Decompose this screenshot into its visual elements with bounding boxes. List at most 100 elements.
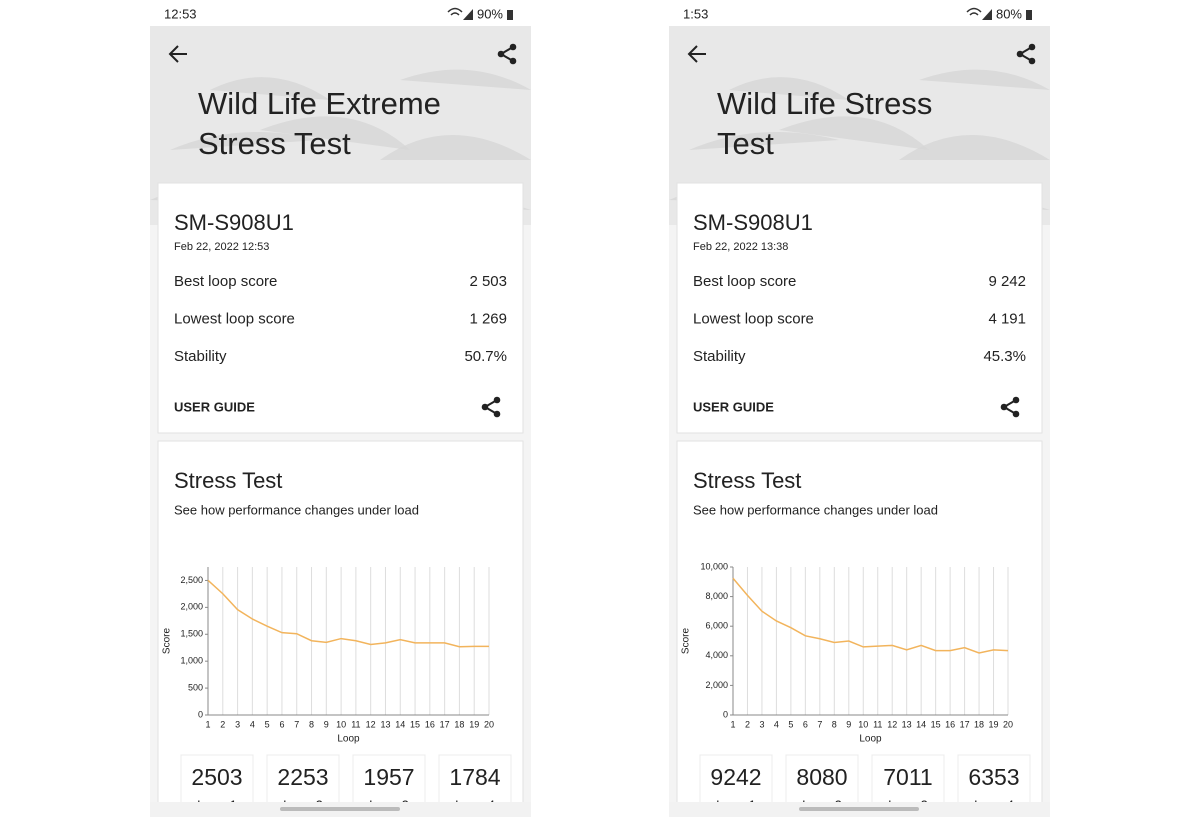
share-icon[interactable] [1000, 396, 1020, 418]
x-tick-label: 5 [265, 719, 270, 729]
test-title: Wild Life Stress [717, 86, 932, 121]
y-tick-label: 6,000 [705, 621, 728, 631]
x-tick-label: 4 [774, 719, 779, 729]
x-tick-label: 6 [803, 719, 808, 729]
rock-shape [400, 69, 531, 90]
x-tick-label: 16 [425, 719, 435, 729]
x-tick-label: 9 [324, 719, 329, 729]
back-button[interactable] [168, 45, 187, 63]
battery-icon [507, 10, 513, 20]
y-tick-label: 500 [188, 682, 203, 692]
x-tick-label: 16 [945, 719, 955, 729]
share-icon[interactable] [1016, 43, 1036, 65]
status-time: 1:53 [683, 6, 708, 21]
test-title: Test [717, 126, 774, 161]
x-tick-label: 7 [817, 719, 822, 729]
rock-shape [210, 77, 330, 100]
wifi-icon [966, 7, 982, 16]
x-tick-label: 10 [336, 719, 346, 729]
device-name: SM-S908U1 [693, 210, 813, 235]
x-tick-label: 19 [469, 719, 479, 729]
loop-score: 1957 [363, 764, 414, 790]
test-date: Feb 22, 2022 13:38 [693, 241, 788, 253]
rock-shape [380, 135, 531, 160]
x-tick-label: 15 [410, 719, 420, 729]
share-dot [509, 57, 517, 65]
result-card [157, 182, 524, 434]
status-bar [150, 0, 531, 26]
section-title: Stress Test [693, 468, 801, 493]
x-tick-label: 4 [250, 719, 255, 729]
signal-icon [463, 9, 473, 20]
x-tick-label: 17 [440, 719, 450, 729]
x-tick-label: 12 [887, 719, 897, 729]
user-guide-link[interactable]: USER GUIDE [174, 399, 255, 414]
score-line [207, 579, 489, 648]
stat-value: 2 503 [469, 273, 507, 290]
loop-score: 1784 [449, 764, 500, 790]
stat-value: 4 191 [988, 310, 1026, 327]
y-tick-label: 1,000 [180, 656, 203, 666]
loop-score: 7011 [883, 764, 932, 790]
share-dot [1016, 50, 1024, 58]
status-battery: 80% [996, 6, 1022, 21]
loop-score: 9242 [710, 764, 761, 790]
share-icon[interactable] [497, 43, 517, 65]
status-battery: 90% [477, 6, 503, 21]
home-handle[interactable] [799, 807, 919, 811]
stat-value: 1 269 [469, 310, 507, 327]
x-tick-label: 5 [788, 719, 793, 729]
x-tick-label: 11 [873, 719, 882, 729]
test-title: Stress Test [198, 126, 351, 161]
x-tick-label: 2 [220, 719, 225, 729]
x-tick-label: 20 [484, 719, 494, 729]
share-dot [1028, 57, 1036, 65]
stat-label: Lowest loop score [693, 310, 814, 327]
share-dot [493, 396, 501, 404]
home-handle[interactable] [280, 807, 400, 811]
y-tick-label: 2,000 [180, 602, 203, 612]
device-name: SM-S908U1 [174, 210, 294, 235]
stat-value: 9 242 [988, 273, 1026, 290]
x-tick-label: 9 [846, 719, 851, 729]
test-title: Wild Life Extreme [198, 86, 441, 121]
share-dot [509, 43, 517, 51]
stat-value: 50.7% [464, 348, 507, 365]
rock-shape [689, 132, 839, 150]
share-icon[interactable] [481, 396, 501, 418]
back-button[interactable] [687, 45, 706, 63]
x-tick-label: 15 [931, 719, 941, 729]
x-tick-label: 10 [858, 719, 868, 729]
user-guide-link[interactable]: USER GUIDE [693, 399, 774, 414]
x-tick-label: 13 [380, 719, 390, 729]
section-title: Stress Test [174, 468, 282, 493]
y-tick-label: 2,000 [705, 680, 728, 690]
share-dot [497, 50, 505, 58]
stat-label: Best loop score [174, 273, 277, 290]
wifi-icon [447, 7, 463, 16]
loop-score: 6353 [968, 764, 1019, 790]
share-dot [493, 410, 501, 418]
rock-shape [260, 116, 410, 150]
x-tick-label: 7 [294, 719, 299, 729]
rock-shape [919, 69, 1050, 90]
x-tick-label: 6 [279, 719, 284, 729]
x-tick-label: 2 [745, 719, 750, 729]
phone-screen: 1:53 80% Wild Life Stress Test SM-S908U1 Feb … [669, 0, 1050, 822]
y-tick-label: 8,000 [705, 591, 728, 601]
x-tick-label: 13 [902, 719, 912, 729]
test-date: Feb 22, 2022 12:53 [174, 241, 269, 253]
loop-score: 2253 [277, 764, 328, 790]
x-tick-label: 1 [730, 719, 735, 729]
y-axis-label: Score [681, 628, 692, 655]
y-axis-label: Score [162, 628, 173, 655]
share-dot [1028, 43, 1036, 51]
signal-icon [982, 9, 992, 20]
y-tick-label: 0 [723, 709, 728, 719]
x-tick-label: 20 [1003, 719, 1013, 729]
x-tick-label: 14 [916, 719, 926, 729]
x-tick-label: 19 [989, 719, 999, 729]
y-tick-label: 0 [198, 709, 203, 719]
loop-score: 8080 [796, 764, 847, 790]
